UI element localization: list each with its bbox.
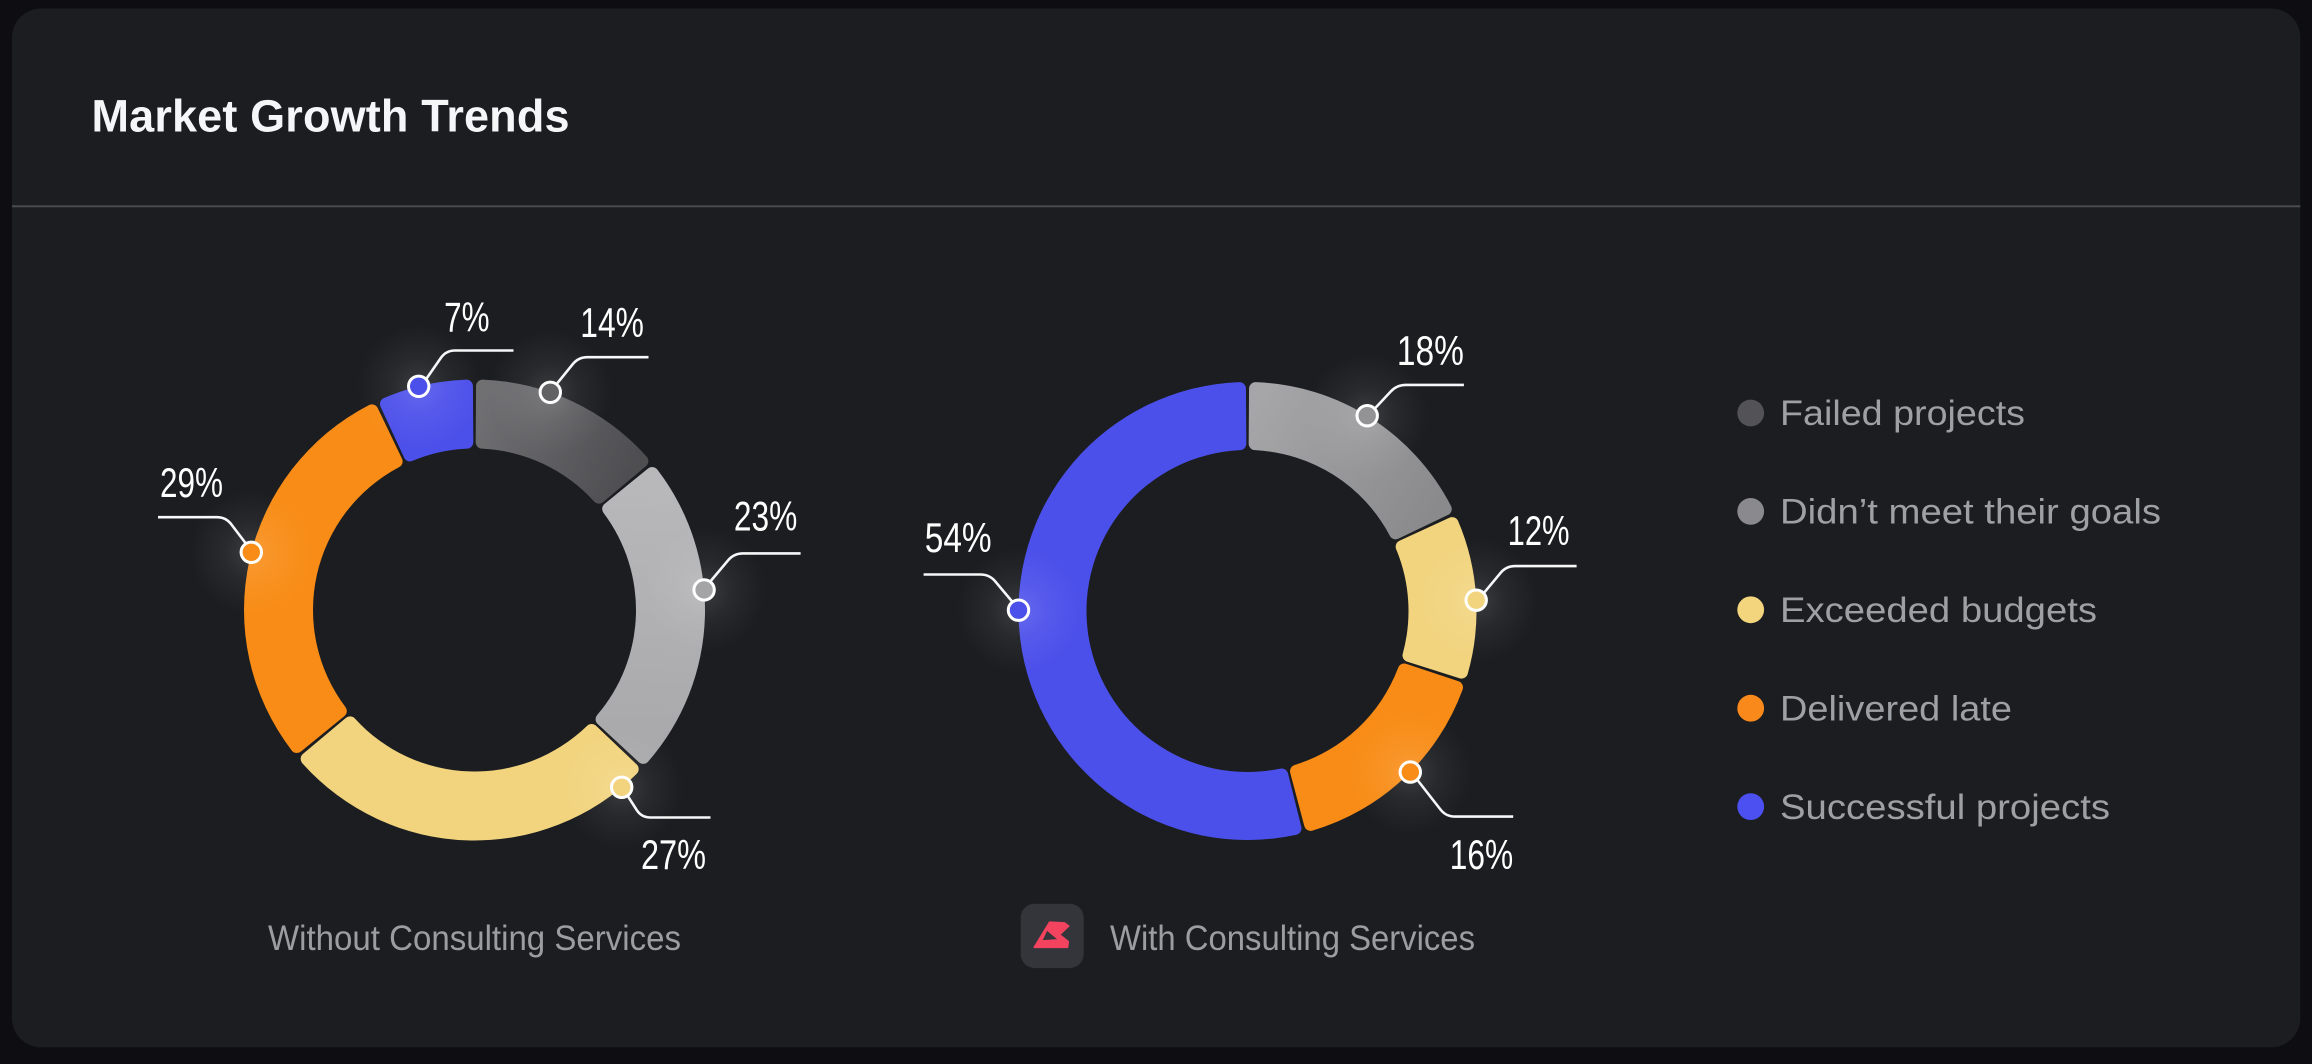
svg-text:Without Consulting Services: Without Consulting Services bbox=[268, 919, 681, 958]
svg-text:54%: 54% bbox=[925, 514, 992, 561]
svg-text:Delivered late: Delivered late bbox=[1780, 689, 2012, 728]
svg-text:7%: 7% bbox=[444, 293, 489, 340]
svg-text:With Consulting Services: With Consulting Services bbox=[1110, 919, 1475, 958]
svg-text:Exceeded budgets: Exceeded budgets bbox=[1780, 591, 2097, 630]
svg-text:Didn’t meet their goals: Didn’t meet their goals bbox=[1780, 493, 2161, 532]
svg-text:27%: 27% bbox=[641, 831, 706, 878]
svg-text:Failed projects: Failed projects bbox=[1780, 394, 2025, 433]
svg-text:12%: 12% bbox=[1508, 507, 1570, 554]
svg-text:Successful projects: Successful projects bbox=[1780, 788, 2110, 827]
svg-text:16%: 16% bbox=[1450, 831, 1513, 878]
svg-text:23%: 23% bbox=[734, 492, 797, 539]
svg-text:18%: 18% bbox=[1397, 327, 1464, 374]
svg-text:29%: 29% bbox=[160, 459, 223, 506]
svg-text:Market Growth Trends: Market Growth Trends bbox=[92, 91, 570, 142]
svg-text:14%: 14% bbox=[580, 299, 644, 346]
